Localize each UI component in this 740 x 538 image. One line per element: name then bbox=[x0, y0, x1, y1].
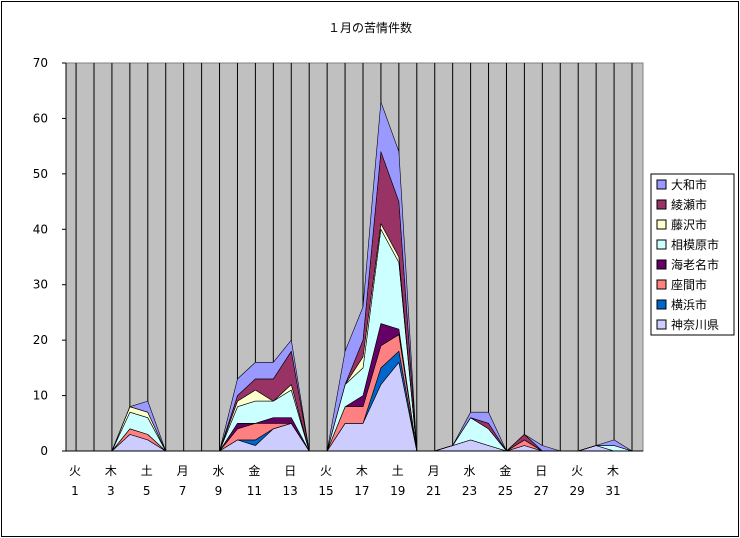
legend-swatch bbox=[656, 179, 667, 190]
x-tick-day: 7 bbox=[179, 484, 187, 498]
x-tick-weekday: 水 bbox=[212, 464, 224, 478]
legend-label: 大和市 bbox=[671, 177, 707, 192]
legend-label: 神奈川県 bbox=[671, 318, 719, 332]
y-axis: 0 10 20 30 40 50 60 70 bbox=[33, 56, 67, 458]
x-tick-day: 23 bbox=[462, 484, 477, 498]
x-tick-weekday: 金 bbox=[499, 463, 511, 478]
legend-label: 綾瀬市 bbox=[671, 197, 707, 212]
legend-label: 海老名市 bbox=[671, 257, 719, 272]
legend-label: 相模原市 bbox=[671, 237, 719, 252]
x-tick-weekday: 木 bbox=[356, 464, 368, 478]
x-tick-day: 1 bbox=[71, 484, 79, 498]
y-tick-label: 10 bbox=[33, 389, 48, 403]
x-tick-weekday: 土 bbox=[392, 464, 404, 478]
y-tick-label: 70 bbox=[33, 56, 48, 70]
x-tick-day: 5 bbox=[143, 484, 151, 498]
legend-swatch bbox=[656, 219, 667, 230]
legend-label: 横浜市 bbox=[671, 297, 707, 312]
x-tick-weekday: 水 bbox=[464, 464, 476, 478]
chart-title: １月の苦情件数 bbox=[328, 20, 412, 35]
x-tick-weekday: 木 bbox=[105, 464, 117, 478]
x-tick-day: 27 bbox=[534, 484, 549, 498]
y-tick-label: 30 bbox=[33, 278, 48, 292]
x-tick-weekday: 日 bbox=[284, 464, 296, 478]
x-tick-day: 9 bbox=[215, 484, 223, 498]
legend-swatch bbox=[656, 199, 667, 210]
x-tick-day: 3 bbox=[107, 484, 115, 498]
legend-swatch bbox=[656, 259, 667, 270]
legend-swatch bbox=[656, 239, 667, 250]
x-tick-weekday: 土 bbox=[141, 464, 153, 478]
legend-label: 座間市 bbox=[671, 277, 707, 292]
x-tick-day: 25 bbox=[498, 484, 513, 498]
y-tick-label: 20 bbox=[33, 333, 48, 347]
x-tick-day: 13 bbox=[283, 484, 298, 498]
x-tick-weekday: 火 bbox=[320, 464, 332, 478]
y-tick-label: 40 bbox=[33, 222, 48, 236]
y-tick-label: 50 bbox=[33, 167, 48, 181]
x-tick-weekday: 月 bbox=[428, 464, 440, 478]
x-tick-weekday: 月 bbox=[177, 464, 189, 478]
legend-label: 藤沢市 bbox=[671, 217, 707, 232]
x-tick-day: 29 bbox=[569, 484, 584, 498]
y-tick-label: 0 bbox=[40, 444, 48, 458]
x-tick-weekday: 火 bbox=[69, 464, 81, 478]
x-tick-weekday: 火 bbox=[571, 464, 583, 478]
x-tick-weekday: 金 bbox=[248, 463, 260, 478]
y-tick-label: 60 bbox=[33, 111, 48, 125]
legend-swatch bbox=[656, 319, 667, 330]
x-axis: 火 1 木 3 土 5 月 7 水 9 金 11 日 13 火 15 木 17 土 19 月 21 水 23 金 25 日 27 火 29… bbox=[66, 450, 643, 498]
x-tick-weekday: 日 bbox=[535, 464, 547, 478]
x-tick-day: 11 bbox=[247, 484, 262, 498]
x-tick-day: 21 bbox=[426, 484, 441, 498]
x-tick-day: 19 bbox=[390, 484, 405, 498]
x-tick-weekday: 木 bbox=[607, 464, 619, 478]
x-tick-day: 15 bbox=[318, 484, 333, 498]
x-tick-day: 17 bbox=[354, 484, 369, 498]
x-tick-day: 31 bbox=[605, 484, 620, 498]
legend-swatch bbox=[656, 279, 667, 290]
legend-swatch bbox=[656, 299, 667, 310]
